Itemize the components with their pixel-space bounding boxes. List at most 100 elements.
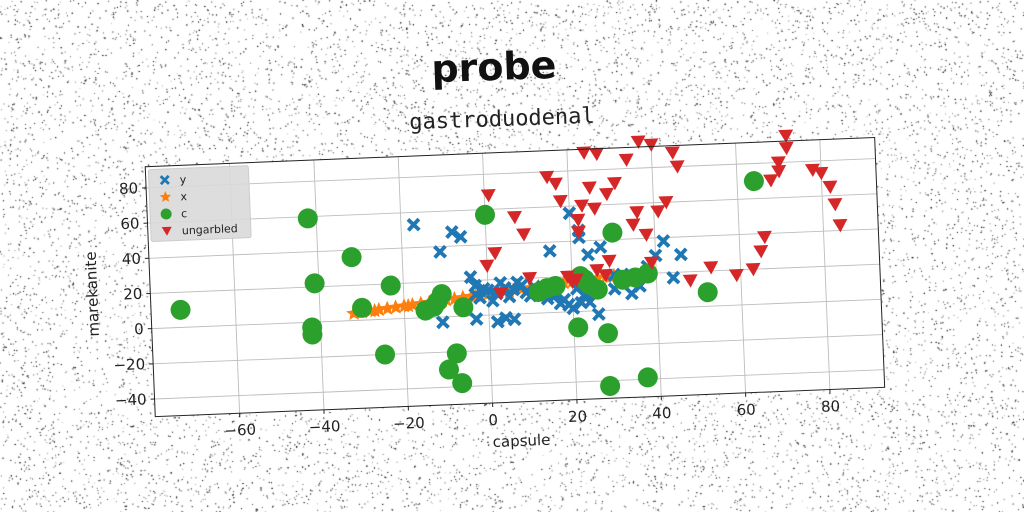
data-point <box>493 287 509 301</box>
y-grid-line <box>146 158 876 189</box>
plot-area: −60 −40 −20 0 20 40 60 80 −40 −20 0 20 40 60 80 capsule… <box>82 129 886 451</box>
data-point <box>600 375 621 396</box>
data-point <box>629 205 645 220</box>
data-point <box>778 141 794 156</box>
data-point <box>602 222 623 243</box>
data-point <box>514 278 529 293</box>
data-point <box>502 289 517 304</box>
legend-marker <box>161 226 172 236</box>
data-point <box>643 138 659 152</box>
data-point <box>598 187 614 202</box>
data-point <box>753 245 769 259</box>
data-point <box>506 210 522 225</box>
series-ungarbled <box>479 129 848 301</box>
data-point <box>743 171 764 192</box>
legend: yxc ungarbled <box>147 165 252 243</box>
data-point <box>341 247 362 268</box>
data-point <box>516 228 532 242</box>
data-point <box>593 240 608 255</box>
legend-marker <box>159 174 170 186</box>
data-point <box>591 307 606 322</box>
y-grid-line <box>154 369 884 400</box>
data-point <box>658 195 674 210</box>
data-point <box>379 300 395 316</box>
legend-marker <box>160 208 172 220</box>
data-point <box>506 282 521 297</box>
data-point <box>475 204 496 225</box>
data-point <box>352 297 373 318</box>
x-tick-label: 0 <box>488 411 498 429</box>
data-point <box>666 270 681 285</box>
data-point <box>490 314 505 329</box>
data-point <box>435 315 450 330</box>
legend-label: ungarbled <box>182 222 238 237</box>
data-point <box>643 256 659 270</box>
y-tick-label: 20 <box>123 285 143 304</box>
x-grid-line <box>735 143 746 393</box>
data-point <box>827 197 843 212</box>
data-point <box>618 153 634 167</box>
data-point <box>771 164 787 179</box>
x-tick-label: −60 <box>224 421 256 440</box>
data-point <box>728 268 744 283</box>
y-grid-line <box>153 334 883 365</box>
data-point <box>570 225 586 240</box>
data-point <box>597 268 613 283</box>
legend-label: x <box>180 190 188 203</box>
data-point <box>406 217 421 232</box>
y-axis-label: marekanite <box>82 251 103 337</box>
data-point <box>650 205 666 219</box>
data-point <box>703 261 719 275</box>
data-point <box>669 160 685 174</box>
data-point <box>598 323 619 344</box>
y-grid-line <box>147 193 877 224</box>
data-point <box>367 302 383 318</box>
x-grid-line <box>819 139 831 390</box>
data-point <box>625 218 641 232</box>
data-point <box>452 373 473 394</box>
data-point <box>552 194 568 209</box>
data-point <box>770 156 786 170</box>
data-point <box>433 244 448 259</box>
y-tick-label: 40 <box>121 250 141 269</box>
data-point <box>539 170 555 185</box>
data-point <box>580 247 595 262</box>
data-point <box>507 312 522 327</box>
data-point <box>453 229 468 244</box>
axes-frame <box>144 136 886 418</box>
data-point <box>568 273 584 287</box>
data-point <box>638 228 654 242</box>
x-grid-line <box>397 156 409 407</box>
data-point <box>586 202 602 216</box>
data-point <box>587 279 608 300</box>
y-tick-label: −20 <box>113 355 145 374</box>
y-tick-label: 0 <box>134 320 144 338</box>
data-point <box>664 146 680 160</box>
data-point <box>304 273 325 294</box>
data-point <box>637 367 658 388</box>
y-tick-label: −40 <box>115 390 147 409</box>
data-point <box>485 293 500 308</box>
y-tick-label: 60 <box>120 214 140 233</box>
plot-background <box>145 137 885 417</box>
data-point <box>588 147 604 162</box>
data-point <box>431 284 452 305</box>
data-point <box>481 283 496 298</box>
data-point <box>302 317 323 338</box>
data-point <box>574 199 590 213</box>
data-point <box>589 263 605 278</box>
data-point <box>606 176 622 191</box>
chart-suptitle: probe <box>431 43 557 91</box>
data-point <box>487 246 503 261</box>
data-point <box>542 243 557 258</box>
legend-marker <box>159 191 172 203</box>
legend-label: c <box>181 207 188 220</box>
data-point <box>446 343 467 364</box>
data-point <box>581 181 597 195</box>
data-point <box>568 317 589 338</box>
x-tick-label: −20 <box>393 414 425 433</box>
data-point <box>697 282 718 303</box>
data-point <box>637 263 658 284</box>
data-point <box>547 177 563 191</box>
